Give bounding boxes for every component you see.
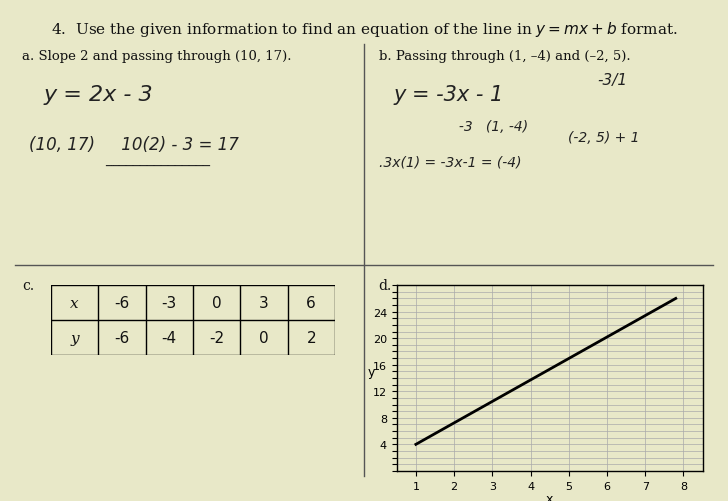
Text: -3   (1, -4): -3 (1, -4) (437, 120, 528, 134)
Text: 2: 2 (306, 331, 316, 346)
Text: b. Passing through (1, –4) and (–2, 5).: b. Passing through (1, –4) and (–2, 5). (379, 50, 630, 63)
Y-axis label: y: y (368, 365, 375, 378)
Text: d.: d. (379, 278, 392, 292)
Text: -6: -6 (114, 296, 130, 311)
Text: (10, 17)     10(2) - 3 = 17: (10, 17) 10(2) - 3 = 17 (29, 135, 239, 153)
Text: a. Slope 2 and passing through (10, 17).: a. Slope 2 and passing through (10, 17). (22, 50, 291, 63)
Text: (-2, 5) + 1: (-2, 5) + 1 (568, 130, 639, 144)
X-axis label: x: x (546, 492, 553, 501)
Text: 4.  Use the given information to find an equation of the line in $y = mx + b$ fo: 4. Use the given information to find an … (51, 20, 677, 39)
Text: y = -3x - 1: y = -3x - 1 (393, 85, 503, 105)
Text: -3/1: -3/1 (597, 73, 627, 88)
Text: 0: 0 (259, 331, 269, 346)
Text: y = 2x - 3: y = 2x - 3 (44, 85, 154, 105)
Text: -6: -6 (114, 331, 130, 346)
Text: 0: 0 (212, 296, 221, 311)
Text: c.: c. (22, 278, 34, 292)
Text: y: y (71, 331, 79, 345)
Text: -4: -4 (162, 331, 177, 346)
Text: 6: 6 (306, 296, 316, 311)
Text: _______________: _______________ (106, 153, 210, 167)
Text: -2: -2 (209, 331, 224, 346)
Text: 3: 3 (259, 296, 269, 311)
Text: .3x(1) = -3x-1 = (-4): .3x(1) = -3x-1 = (-4) (379, 155, 521, 169)
Text: -3: -3 (162, 296, 177, 311)
Text: x: x (71, 296, 79, 310)
